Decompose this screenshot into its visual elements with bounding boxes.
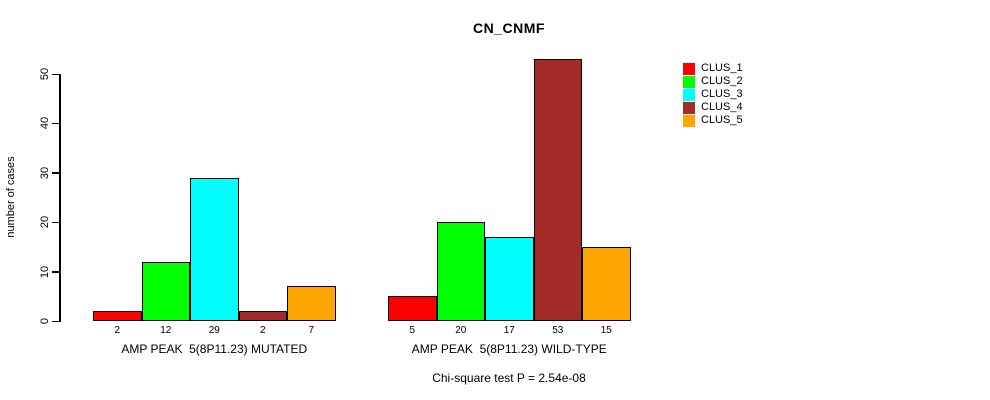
legend-item: CLUS_2: [683, 75, 743, 88]
bar-clus_3-group2: [485, 237, 534, 321]
legend-swatch-icon: [683, 101, 695, 114]
legend-label: CLUS_5: [701, 114, 743, 126]
legend: CLUS_1 CLUS_2 CLUS_3 CLUS_4 CLUS_5: [683, 62, 743, 127]
y-tick-label: 10: [39, 265, 51, 278]
y-tick-label: 0: [39, 317, 51, 325]
legend-label: CLUS_3: [701, 88, 743, 100]
y-tick-mark: [52, 320, 59, 322]
bar-value-label: 2: [259, 325, 266, 336]
y-tick-mark: [52, 172, 59, 174]
bar-clus_3-group1: [190, 177, 239, 321]
bar-value-label: 5: [409, 325, 416, 336]
group-label: AMP PEAK 5(8P11.23) WILD-TYPE: [411, 342, 607, 356]
legend-item: CLUS_3: [683, 88, 743, 101]
bar-clus_2-group1: [141, 261, 190, 321]
y-axis-line: [59, 74, 61, 322]
legend-item: CLUS_1: [683, 62, 743, 75]
bar-clus_1-group2: [388, 296, 437, 321]
y-tick-label: 20: [39, 216, 51, 229]
y-tick-mark: [52, 73, 59, 75]
bar-value-label: 2: [114, 325, 121, 336]
legend-swatch-icon: [683, 88, 695, 101]
y-tick-label: 40: [39, 117, 51, 130]
legend-label: CLUS_4: [701, 101, 743, 113]
group-label: AMP PEAK 5(8P11.23) MUTATED: [121, 342, 308, 356]
y-tick-mark: [52, 221, 59, 224]
bar-clus_2-group2: [436, 222, 485, 321]
bar-value-label: 12: [160, 325, 172, 336]
y-tick-mark: [52, 122, 59, 125]
y-tick-label: 30: [39, 166, 51, 179]
legend-label: CLUS_1: [701, 62, 743, 74]
bar-value-label: 53: [552, 325, 564, 336]
chi-square-footnote: Chi-square test P = 2.54e-08: [432, 371, 586, 385]
y-axis-title: number of cases: [5, 156, 17, 238]
legend-swatch-icon: [683, 75, 695, 88]
bar-clus_1-group1: [93, 311, 142, 321]
y-tick-label: 50: [39, 67, 51, 81]
legend-label: CLUS_2: [701, 75, 743, 87]
legend-swatch-icon: [683, 114, 695, 127]
bar-value-label: 29: [208, 325, 220, 336]
bar-value-label: 17: [503, 325, 515, 336]
bar-value-label: 7: [308, 325, 315, 336]
bar-value-label: 15: [600, 325, 612, 336]
bar-clus_4-group2: [533, 59, 582, 321]
chart-title: CN_CNMF: [473, 20, 545, 36]
legend-item: CLUS_5: [683, 114, 743, 127]
legend-item: CLUS_4: [683, 101, 743, 114]
y-tick-mark: [52, 271, 59, 273]
bar-clus_5-group2: [582, 246, 631, 321]
bar-clus_5-group1: [287, 286, 336, 321]
bar-value-label: 20: [455, 325, 467, 336]
legend-swatch-icon: [683, 62, 695, 75]
bar-clus_4-group1: [238, 311, 287, 321]
